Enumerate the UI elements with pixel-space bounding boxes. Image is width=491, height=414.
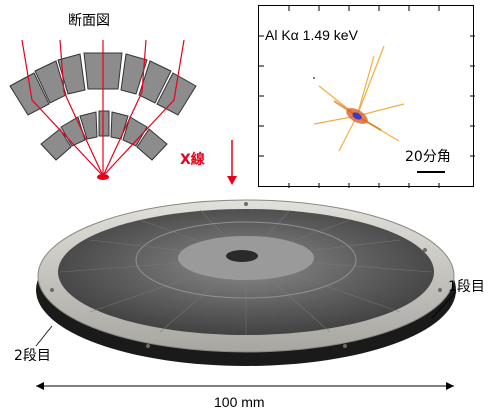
optic-center-hole <box>226 250 258 262</box>
dimension-label: 100 mm <box>214 394 265 410</box>
segment-inner-3 <box>79 111 98 140</box>
segment-outer-3 <box>57 53 86 95</box>
psf-energy-label: Al Kα 1.49 keV <box>265 27 358 43</box>
segment-outer-1 <box>9 72 50 116</box>
xray-arrow-icon <box>227 176 237 185</box>
focal-spot <box>97 174 109 180</box>
segment-outer-5 <box>120 53 148 95</box>
second-tier-label: 2段目 <box>14 348 51 364</box>
segment-inner-5 <box>110 111 129 140</box>
segment-inner-7 <box>136 128 168 161</box>
psf-scale-bar-label: 20分角 <box>405 149 451 165</box>
xray-label: X線 <box>180 152 205 168</box>
first-tier-label: 1段目 <box>448 279 485 295</box>
cross-section-title: 断面図 <box>68 13 110 29</box>
psf-image <box>259 6 475 188</box>
psf-image-panel: Al Kα 1.49 keV 20分角 <box>258 5 475 188</box>
segment-inner-6 <box>122 116 148 147</box>
segment-inner-1 <box>40 128 72 161</box>
segment-outer-7 <box>156 72 197 116</box>
segment-inner-4 <box>98 110 110 137</box>
